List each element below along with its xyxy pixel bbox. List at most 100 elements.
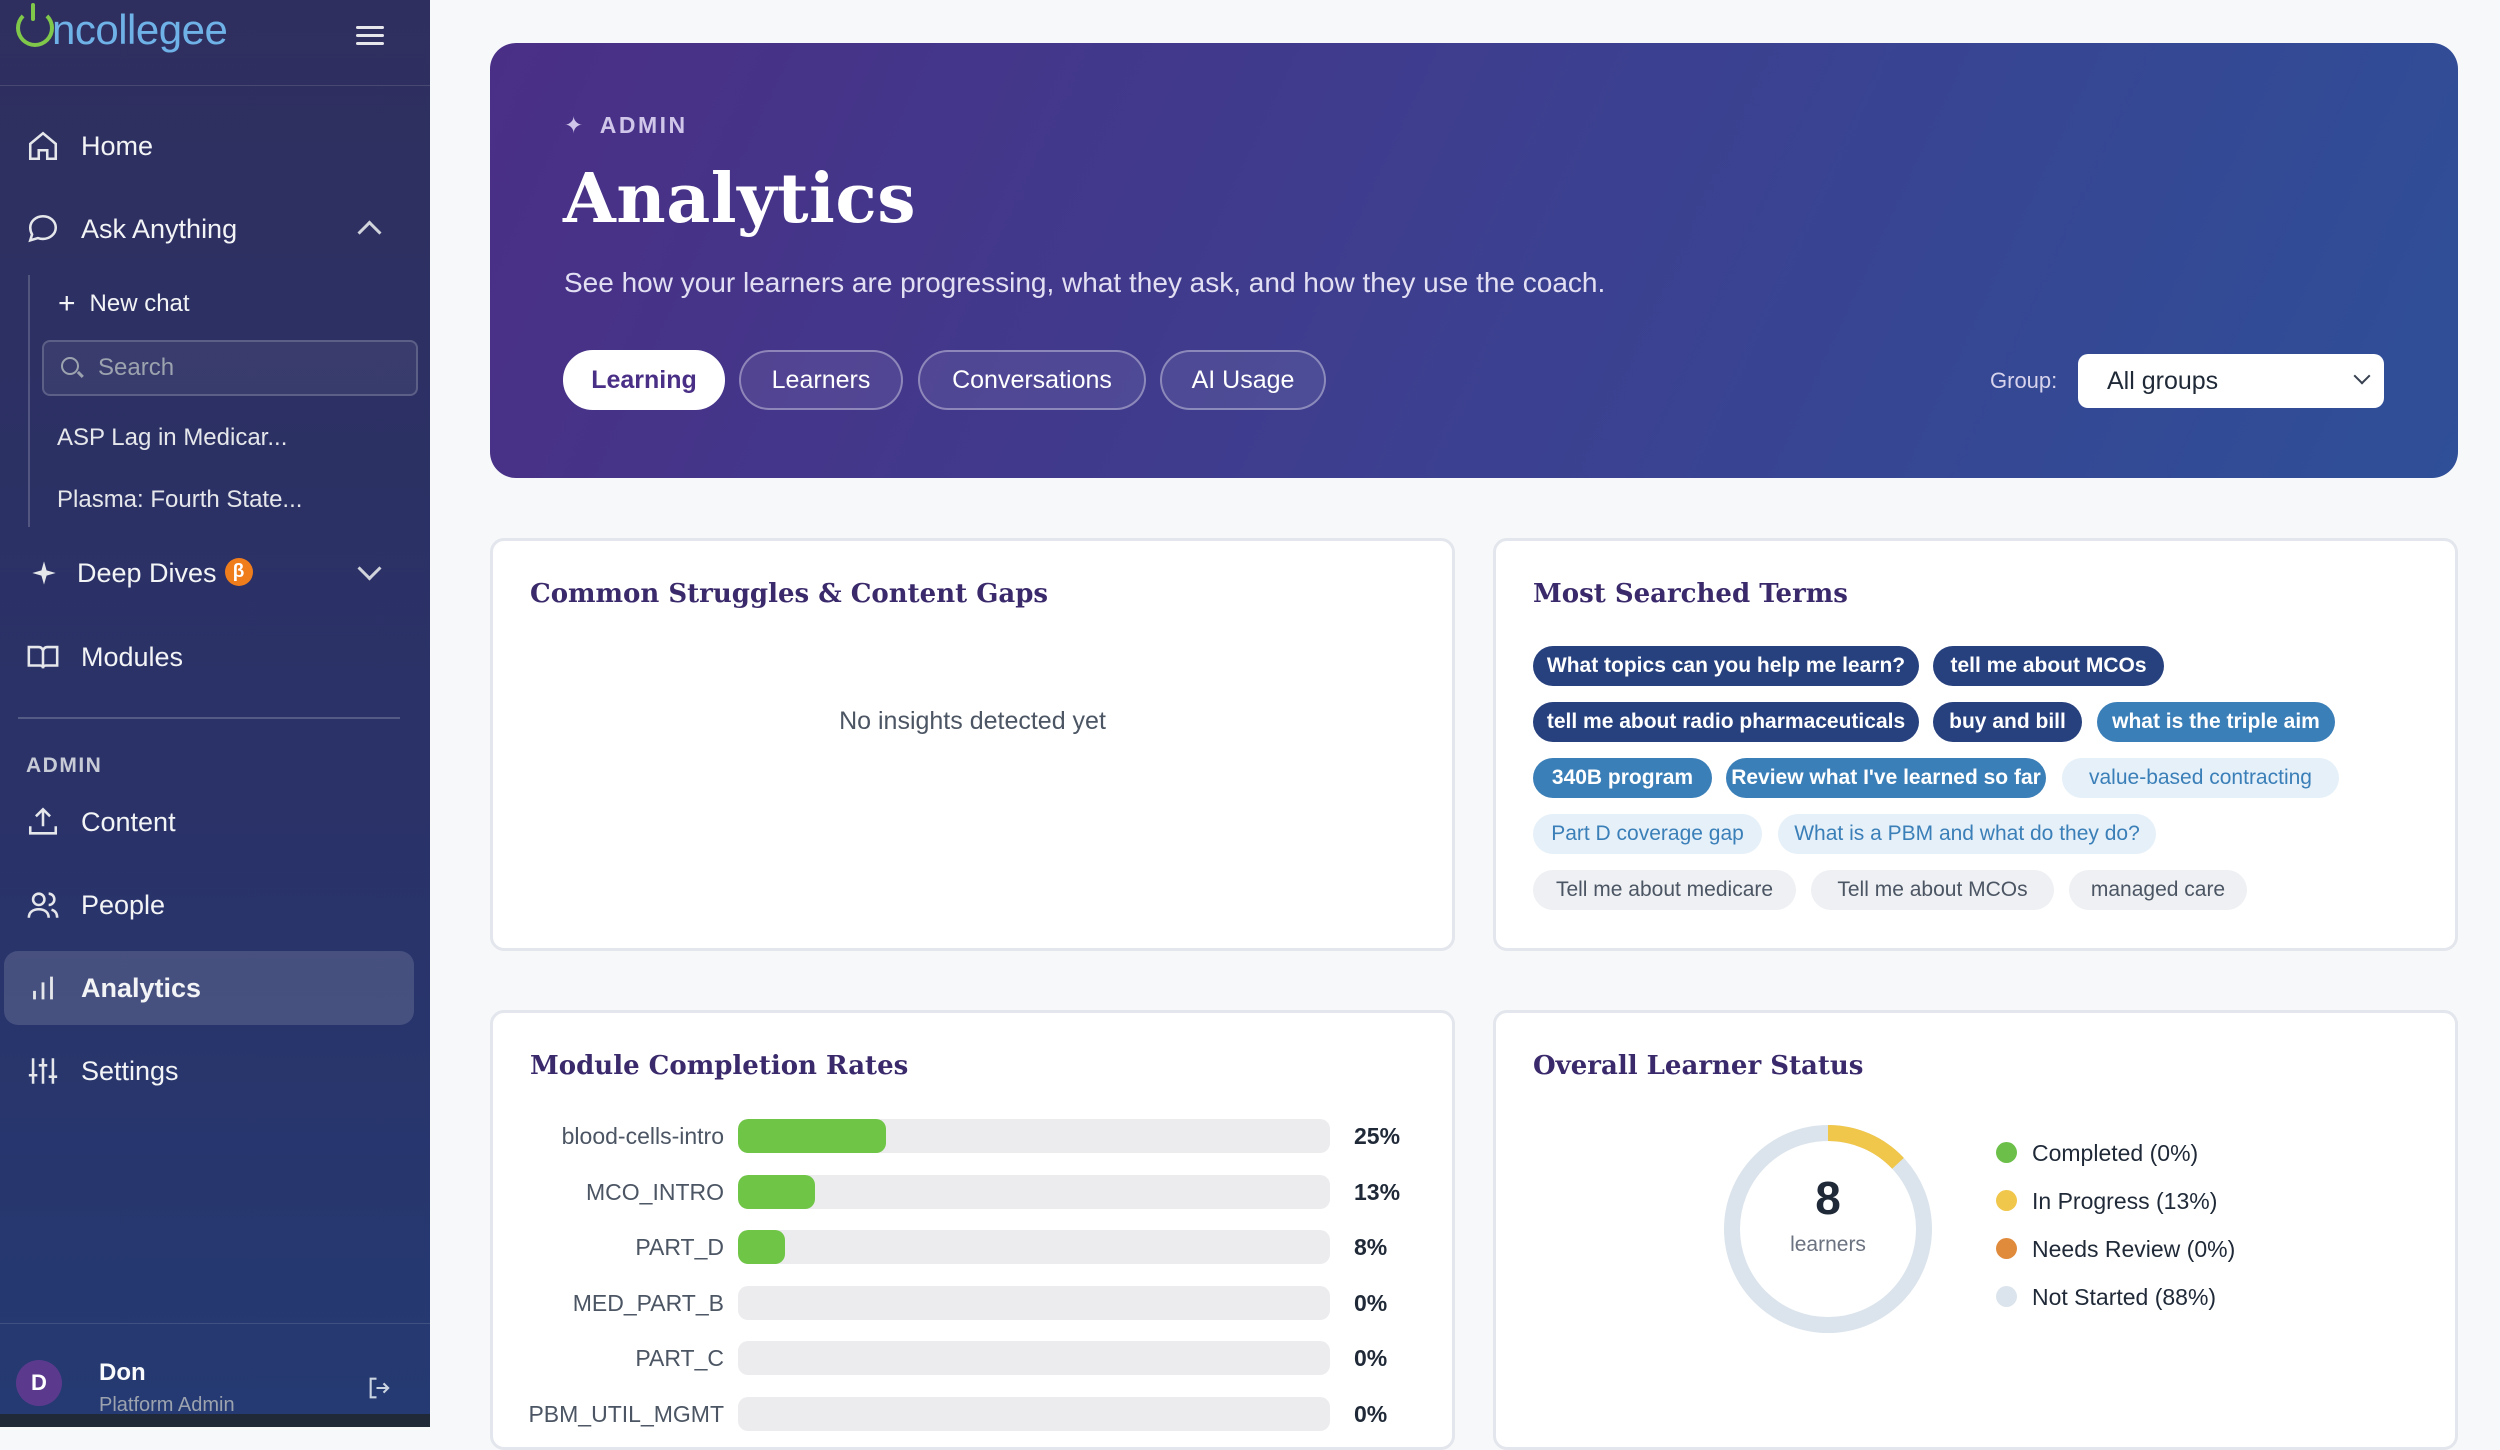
sidebar-item-modules[interactable]: Modules [4, 620, 414, 694]
group-filter-label: Group: [1990, 368, 2058, 393]
search-term-chip[interactable]: 340B program [1533, 758, 1712, 798]
tab-learners[interactable]: Learners [739, 350, 903, 410]
plus-icon: + [58, 287, 76, 320]
sparkle-icon: ✦ [564, 112, 586, 138]
search-term-chip[interactable]: managed care [2069, 870, 2247, 910]
empty-state-message: No insights detected yet [839, 707, 1106, 735]
card-title: Module Completion Rates [530, 1051, 909, 1081]
sparkle-icon [32, 561, 56, 585]
progress-track [738, 1119, 1330, 1153]
sidebar-item-label: People [81, 889, 166, 920]
search-term-chip[interactable]: buy and bill [1933, 702, 2082, 742]
card-title: Most Searched Terms [1533, 579, 1848, 609]
chevron-down-icon [2353, 367, 2371, 385]
sidebar-divider [18, 717, 400, 719]
sidebar-item-content[interactable]: Content [4, 785, 414, 859]
progress-track [738, 1174, 1330, 1209]
power-logo-icon [16, 3, 54, 47]
sidebar-item-label: Analytics [81, 972, 202, 1003]
logout-icon[interactable] [366, 1374, 394, 1402]
search-term-chip[interactable]: what is the triple aim [2097, 702, 2335, 742]
menu-icon[interactable] [356, 22, 384, 46]
search-term-chip[interactable]: Tell me about MCOs [1811, 870, 2054, 910]
sidebar-item-analytics[interactable]: Analytics [4, 951, 414, 1025]
legend-item: Needs Review (0%) [1996, 1236, 2235, 1263]
section-eyebrow: ✦ ADMIN [564, 112, 688, 139]
module-name: PART_C [635, 1345, 724, 1371]
module-name: blood-cells-intro [561, 1123, 724, 1149]
donut-total: 8 [1815, 1172, 1841, 1224]
card-title: Overall Learner Status [1533, 1051, 1864, 1081]
legend-swatch [1996, 1238, 2017, 1260]
search-icon [61, 357, 79, 375]
book-icon [27, 645, 59, 669]
search-input[interactable] [96, 350, 400, 386]
page-subtitle: See how your learners are progressing, w… [564, 267, 1606, 298]
module-percent: 0% [1354, 1345, 1388, 1371]
search-term-chip[interactable]: Review what I've learned so far [1726, 758, 2046, 798]
module-completion-row: MCO_INTRO 13% [493, 1174, 1452, 1209]
chevron-down-icon[interactable] [357, 556, 382, 581]
donut-total-label: learners [1790, 1233, 1866, 1256]
group-select-value: All groups [2107, 367, 2219, 395]
chat-search [42, 340, 418, 396]
legend-label: In Progress (13%) [2032, 1188, 2218, 1214]
chat-bubble-icon [28, 214, 58, 243]
module-completion-row: PART_C 0% [493, 1341, 1452, 1375]
sidebar-item-label: Ask Anything [81, 213, 238, 244]
avatar[interactable]: D [16, 1360, 62, 1406]
user-name: Don [99, 1359, 146, 1386]
sliders-icon [28, 1058, 58, 1084]
sidebar-item-settings[interactable]: Settings [4, 1034, 414, 1108]
learner-status-donut: 8 learners [1722, 1123, 1934, 1335]
module-name: MED_PART_B [572, 1289, 724, 1316]
chat-history-item[interactable]: ASP Lag in Medicar... [57, 424, 288, 451]
legend-item: Completed (0%) [1996, 1140, 2198, 1167]
searched-terms-card: Most Searched Terms What topics can you … [1493, 538, 2458, 951]
beta-badge: β [224, 558, 253, 587]
module-completion-row: PBM_UTIL_MGMT 0% [493, 1396, 1452, 1431]
bar-chart-icon [33, 976, 53, 1000]
legend-label: Needs Review (0%) [2032, 1236, 2236, 1262]
sidebar-item-home[interactable]: Home [4, 109, 414, 183]
sidebar-item-people[interactable]: People [4, 868, 414, 942]
search-term-chip[interactable]: Tell me about medicare [1533, 870, 1796, 910]
progress-fill [738, 1119, 886, 1153]
app-logo[interactable]: ncollegee [16, 3, 228, 54]
module-completion-row: blood-cells-intro 25% [493, 1119, 1452, 1153]
sidebar: ncollegee Home Ask Anything + New chat AS… [0, 0, 430, 1427]
sidebar-item-deep-dives[interactable]: Deep Dives β [4, 536, 414, 610]
search-term-chip[interactable]: value-based contracting [2062, 758, 2339, 798]
card-title: Common Struggles & Content Gaps [530, 579, 1049, 609]
search-term-chip[interactable]: What topics can you help me learn? [1533, 646, 1919, 686]
legend-swatch [1996, 1142, 2017, 1164]
submenu-rail [28, 275, 30, 527]
legend-label: Completed (0%) [2032, 1140, 2199, 1166]
sidebar-item-label: Home [81, 130, 154, 161]
search-term-chip[interactable]: What is a PBM and what do they do? [1778, 814, 2156, 854]
module-name: MCO_INTRO [586, 1178, 724, 1205]
sidebar-header: ncollegee [0, 0, 430, 86]
people-icon [27, 892, 59, 918]
chevron-up-icon[interactable] [357, 220, 382, 245]
module-percent: 25% [1354, 1123, 1401, 1149]
sidebar-item-ask-anything[interactable]: Ask Anything [4, 192, 414, 266]
tab-conversations[interactable]: Conversations [918, 350, 1146, 410]
legend-item: Not Started (88%) [1996, 1284, 2216, 1311]
search-term-chip[interactable]: Part D coverage gap [1533, 814, 1762, 854]
module-percent: 0% [1354, 1400, 1388, 1427]
search-term-chip[interactable]: tell me about radio pharmaceuticals [1533, 702, 1919, 742]
progress-track [738, 1341, 1330, 1375]
tab-learning[interactable]: Learning [563, 350, 725, 410]
user-profile: D Don Platform Admin [0, 1323, 430, 1427]
progress-fill [738, 1174, 815, 1209]
search-term-chip[interactable]: tell me about MCOs [1933, 646, 2164, 686]
tab-ai-usage[interactable]: AI Usage [1160, 350, 1326, 410]
user-role: Platform Admin [99, 1394, 235, 1416]
donut-segment [1724, 1125, 1932, 1333]
new-chat-button[interactable]: + New chat [58, 285, 190, 320]
chat-history-item[interactable]: Plasma: Fourth State... [57, 486, 303, 513]
group-select[interactable]: All groups [2078, 354, 2384, 408]
status-bar-url [0, 1414, 430, 1427]
sidebar-item-label: Deep Dives [77, 557, 217, 588]
